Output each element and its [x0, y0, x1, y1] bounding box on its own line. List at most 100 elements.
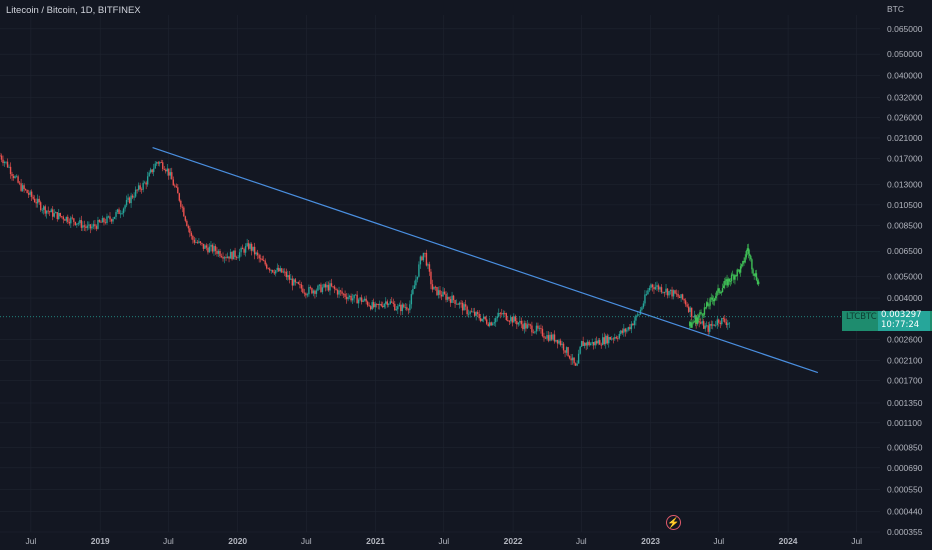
candle-body	[369, 306, 372, 310]
candle-body	[17, 176, 19, 183]
candle-body	[151, 169, 153, 173]
candle-body	[532, 332, 535, 334]
candle-body	[516, 321, 518, 325]
candle-body	[433, 286, 435, 290]
candle-body	[583, 342, 586, 346]
candle-body	[252, 246, 254, 251]
candle-body	[745, 251, 747, 258]
x-axis[interactable]: Jul 2019 Jul 2020 Jul 2021 Jul 2022 Jul 2023 Jul 20…	[25, 536, 862, 546]
candle-body	[546, 335, 548, 339]
candle-body	[53, 213, 55, 217]
candle-body	[535, 325, 538, 332]
candle-body	[645, 294, 648, 295]
candle-body	[0, 155, 1, 157]
candle-body	[526, 324, 529, 329]
candle-body	[424, 252, 426, 254]
candle-body	[52, 209, 54, 217]
candle-body	[272, 269, 274, 273]
candle-body	[372, 302, 375, 308]
candle-body	[565, 347, 568, 353]
candle-body	[487, 323, 489, 327]
candle-body	[202, 243, 205, 249]
candle-body	[599, 340, 601, 345]
candle-body	[472, 311, 474, 313]
candle-body	[547, 335, 550, 341]
lightning-icon[interactable]: ⚡	[666, 515, 681, 530]
candle-body	[756, 280, 759, 285]
candle-body	[165, 169, 167, 172]
candle-body	[751, 259, 753, 270]
candle-body	[690, 307, 693, 317]
x-tick-label: Jul	[25, 536, 36, 546]
candle-body	[591, 342, 593, 344]
candle-body	[706, 302, 708, 308]
candle-body	[484, 316, 486, 320]
candle-body	[186, 220, 188, 227]
candle-body	[507, 319, 509, 321]
candle-body	[712, 299, 715, 302]
candle-body	[98, 219, 101, 222]
candle-body	[736, 269, 738, 277]
candle-body	[171, 172, 173, 180]
candlesticks	[0, 152, 731, 367]
candle-body	[725, 322, 728, 325]
candle-body	[498, 313, 500, 317]
candle-body	[89, 224, 92, 229]
candle-body	[508, 320, 511, 322]
candle-body	[315, 290, 318, 294]
candle-body	[654, 286, 657, 290]
candle-body	[501, 313, 503, 315]
candle-body	[219, 250, 221, 257]
candle-body	[439, 290, 441, 295]
candle-body	[3, 161, 6, 164]
candle-body	[350, 295, 352, 301]
candle-body	[210, 244, 212, 247]
candle-body	[752, 269, 754, 274]
y-axis[interactable]: 0.065000 0.050000 0.040000 0.032000 0.026000…	[887, 24, 923, 537]
candle-body	[699, 312, 701, 316]
candle-body	[558, 340, 560, 344]
candle-body	[223, 257, 226, 259]
candle-body	[320, 284, 322, 293]
y-tick-label: 0.050000	[887, 49, 923, 59]
chart-grid	[0, 15, 880, 533]
candle-body	[406, 307, 408, 310]
candle-body	[567, 347, 569, 357]
candle-body	[469, 311, 471, 314]
x-tick-label: 2019	[91, 536, 110, 546]
candle-body	[704, 307, 707, 309]
candle-body	[91, 226, 93, 229]
y-tick-label: 0.065000	[887, 24, 923, 34]
candle-body	[354, 294, 357, 296]
candle-body	[513, 316, 515, 323]
candle-body	[204, 245, 206, 249]
candle-body	[638, 314, 640, 316]
candle-body	[58, 212, 60, 220]
candle-body	[570, 358, 572, 361]
candle-body	[356, 294, 358, 304]
candle-body	[116, 209, 119, 213]
candle-body	[49, 211, 51, 213]
candle-body	[492, 323, 494, 326]
candle-body	[589, 343, 592, 346]
candle-body	[174, 185, 176, 187]
candle-body	[663, 292, 666, 294]
candle-body	[734, 275, 736, 280]
candle-body	[41, 209, 43, 211]
candle-body	[275, 270, 277, 274]
candle-body	[605, 335, 607, 345]
candle-body	[159, 162, 161, 164]
candle-body	[377, 303, 379, 306]
candle-body	[464, 304, 467, 307]
candle-body	[693, 315, 696, 318]
y-tick-label: 0.000550	[887, 485, 923, 495]
candle-body	[660, 287, 663, 293]
candle-body	[585, 342, 587, 346]
candle-body	[460, 302, 462, 304]
candle-body	[588, 341, 590, 346]
candle-body	[376, 303, 378, 305]
trendline[interactable]	[152, 147, 819, 374]
candle-body	[436, 286, 438, 296]
y-tick-label: 0.013000	[887, 179, 923, 189]
